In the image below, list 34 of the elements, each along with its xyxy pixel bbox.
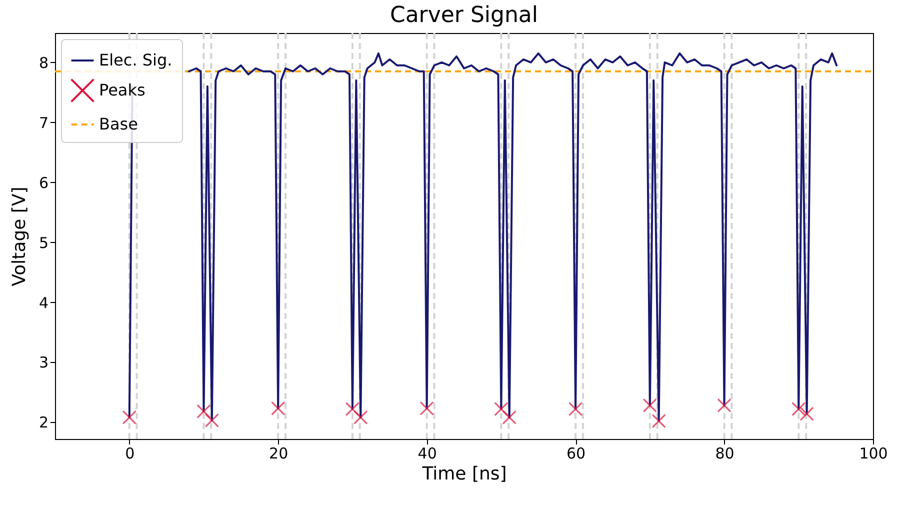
point (792, 402, 806, 416)
legend-label: Peaks (99, 80, 146, 100)
x-axis-title: Time [ns] (421, 464, 507, 484)
point (345, 402, 360, 416)
point (354, 410, 368, 425)
y-tick-label: 8 (38, 54, 48, 72)
point (717, 398, 732, 413)
x-tick-label: 100 (859, 444, 888, 462)
y-tick-label: 4 (38, 294, 48, 312)
x-tick-label: 80 (715, 444, 734, 462)
y-tick-label: 2 (38, 414, 48, 432)
y-axis-title: Voltage [V] (8, 186, 30, 286)
point (420, 401, 434, 416)
y-tick-label: 6 (38, 174, 48, 192)
x-tick-label: 60 (566, 444, 586, 462)
y-tick-label: 5 (38, 234, 48, 252)
x-tick-label: 40 (418, 444, 437, 462)
point (122, 410, 136, 425)
point (502, 410, 516, 425)
x-tick-label: 20 (269, 444, 288, 462)
x-tick-label: 0 (125, 444, 135, 462)
legend-label: Elec. Sig. (99, 50, 172, 70)
point (196, 404, 211, 419)
point (270, 401, 286, 416)
point (568, 402, 583, 416)
point (204, 413, 220, 428)
point (800, 406, 814, 421)
y-tick-label: 3 (38, 354, 48, 372)
legend-label: Base (99, 114, 138, 134)
point (642, 398, 658, 413)
y-tick-label: 7 (38, 114, 48, 132)
chart-title: Carver Signal (390, 3, 538, 28)
point (494, 402, 508, 416)
point (652, 414, 666, 428)
